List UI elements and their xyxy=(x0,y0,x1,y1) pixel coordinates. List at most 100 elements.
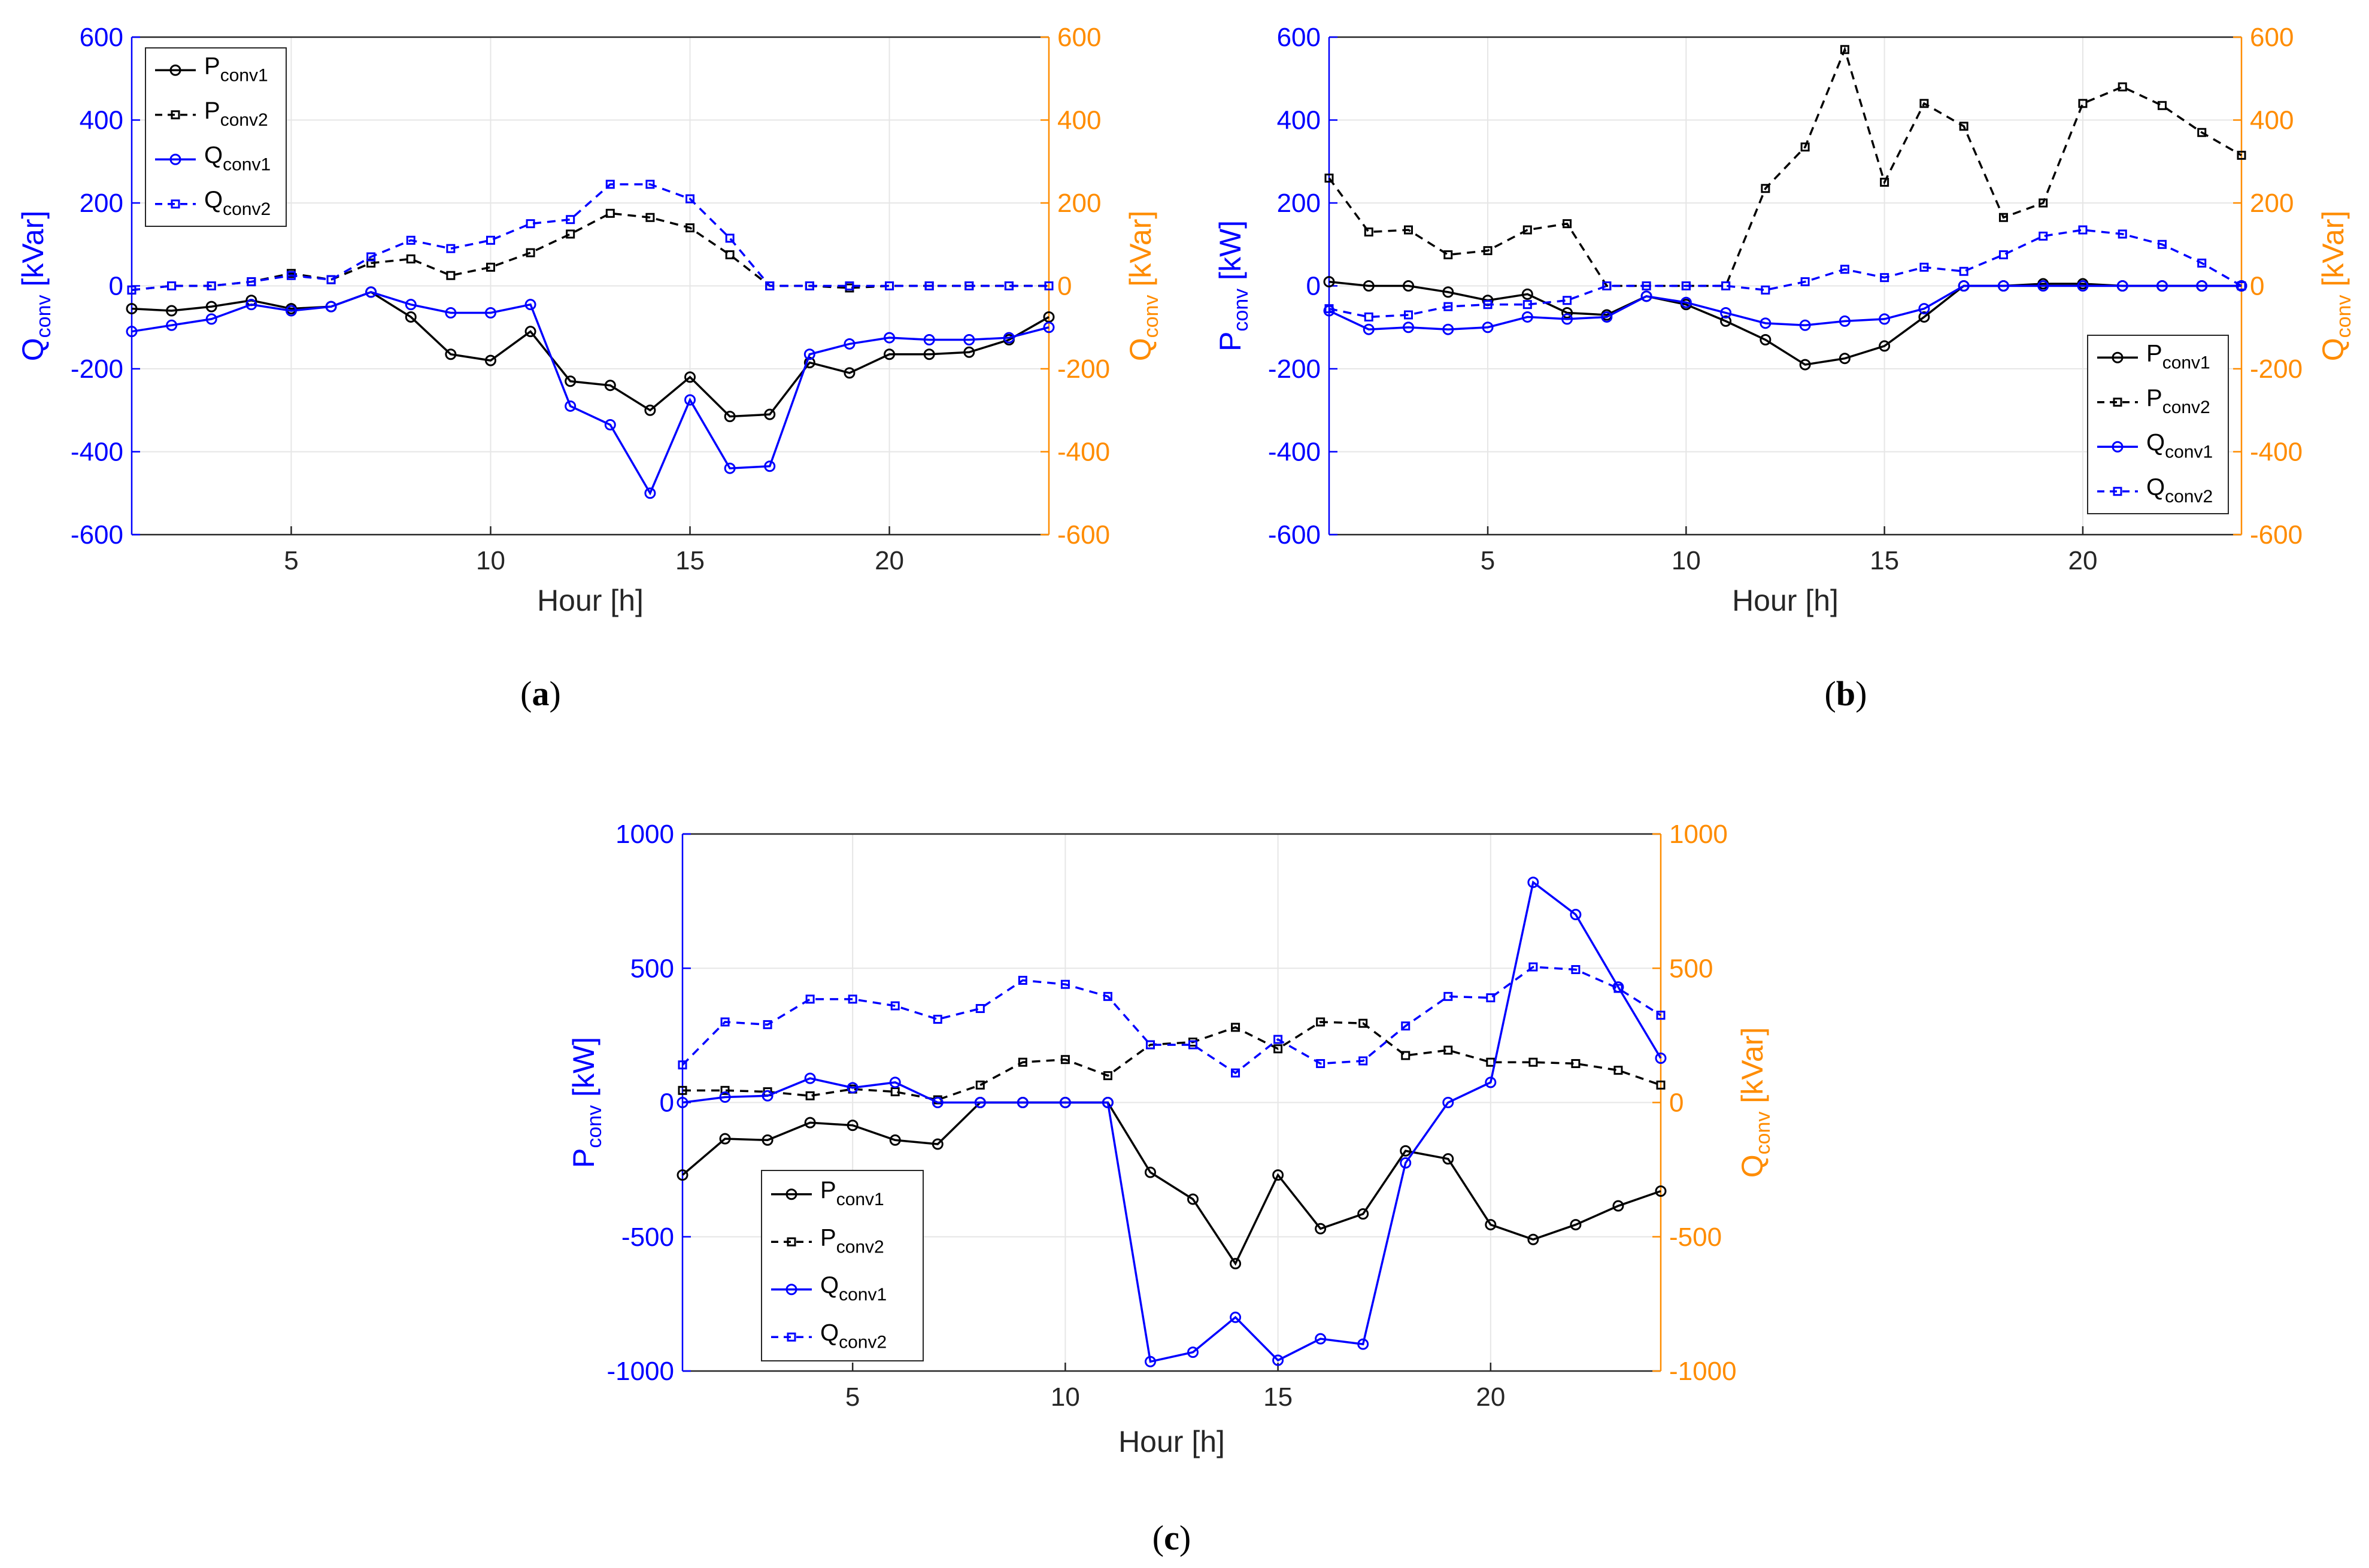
data-point xyxy=(1799,319,1811,331)
data-point xyxy=(2078,225,2088,235)
data-point xyxy=(1060,979,1070,989)
x-tick-label: 20 xyxy=(2068,546,2097,575)
data-point xyxy=(1401,1051,1411,1060)
data-point xyxy=(885,281,894,290)
data-point xyxy=(1187,1193,1199,1205)
data-point xyxy=(2156,280,2168,292)
data-point xyxy=(975,1004,985,1014)
data-point xyxy=(1482,322,1494,333)
data-point xyxy=(844,338,856,350)
right-y-tick-label: 1000 xyxy=(1669,820,1728,849)
data-point xyxy=(1760,317,1772,329)
data-point xyxy=(890,1001,900,1011)
data-point xyxy=(805,1091,815,1100)
data-point xyxy=(1528,962,1538,972)
data-point xyxy=(1404,310,1413,320)
data-point xyxy=(1315,1223,1327,1235)
data-point xyxy=(762,1090,774,1102)
data-point xyxy=(1561,307,1573,319)
data-point xyxy=(1485,1076,1497,1088)
x-tick-label: 5 xyxy=(845,1382,860,1412)
legend-marker-q2 xyxy=(787,1332,796,1342)
right-y-tick-label: -400 xyxy=(2250,438,2303,467)
data-point xyxy=(524,326,536,338)
data-point xyxy=(2077,280,2089,292)
data-point xyxy=(1998,213,2008,222)
data-point xyxy=(1602,281,1612,290)
left-y-tick-label: 1000 xyxy=(615,820,674,849)
data-point xyxy=(1364,312,1373,322)
right-y-axis-label: Qconv [kVar] xyxy=(2316,211,2355,362)
legend-marker-p2 xyxy=(171,110,180,120)
data-point xyxy=(1563,296,1572,305)
data-point xyxy=(1043,322,1055,333)
left-y-tick-label: -400 xyxy=(1268,438,1321,467)
data-point xyxy=(2196,280,2208,292)
data-point xyxy=(205,301,217,313)
data-point xyxy=(484,354,496,366)
legend: Pconv1 Pconv2 Qconv1 Qconv2 xyxy=(761,1170,924,1361)
data-point xyxy=(406,235,415,245)
legend-marker-q1 xyxy=(2112,441,2124,453)
x-axis-label: Hour [h] xyxy=(537,584,644,617)
data-point xyxy=(286,271,296,280)
data-point xyxy=(1315,1333,1327,1345)
data-point xyxy=(762,1134,774,1146)
data-point xyxy=(1919,99,1929,108)
data-point xyxy=(1799,359,1811,371)
data-point xyxy=(804,1072,816,1084)
legend-box xyxy=(761,1170,924,1361)
x-axis-label: Hour [h] xyxy=(1732,584,1839,617)
data-point xyxy=(1613,984,1623,993)
data-point xyxy=(2118,229,2127,239)
data-point xyxy=(126,303,138,315)
legend-label-q2: Qconv2 xyxy=(2146,474,2213,507)
data-point xyxy=(964,281,974,290)
left-y-tick-label: -500 xyxy=(621,1223,674,1252)
legend-box xyxy=(2087,335,2229,514)
data-point xyxy=(963,346,975,358)
data-point xyxy=(1879,313,1891,325)
legend-label-p2: Pconv2 xyxy=(820,1224,884,1257)
data-point xyxy=(446,244,456,253)
data-point xyxy=(1800,277,1810,287)
data-point xyxy=(1358,1018,1368,1028)
data-point xyxy=(1571,1059,1581,1068)
right-y-tick-label: 500 xyxy=(1669,954,1713,983)
data-point xyxy=(1570,1219,1582,1231)
panel-caption: (b) xyxy=(1825,674,1867,713)
data-point xyxy=(1187,1346,1199,1358)
data-point xyxy=(678,1060,687,1070)
left-y-tick-label: 200 xyxy=(80,189,123,218)
data-point xyxy=(932,1097,944,1108)
data-point xyxy=(1144,1355,1156,1367)
right-y-tick-label: -500 xyxy=(1669,1223,1722,1252)
data-point xyxy=(764,460,776,472)
data-point xyxy=(725,250,735,260)
data-point xyxy=(326,275,336,284)
left-y-tick-label: 400 xyxy=(80,106,123,135)
legend: Pconv1 Pconv2 Qconv1 Qconv2 xyxy=(2087,335,2229,514)
data-point xyxy=(719,1133,731,1145)
series-p2 xyxy=(678,1017,1666,1105)
data-point xyxy=(1442,1097,1454,1108)
x-tick-label: 15 xyxy=(1870,546,1899,575)
series-line-p2 xyxy=(1328,46,2242,287)
series-line-q1 xyxy=(682,880,1662,1363)
data-point xyxy=(207,281,216,290)
data-point xyxy=(2037,280,2049,292)
data-point xyxy=(803,348,815,360)
data-point xyxy=(1721,281,1731,290)
data-point xyxy=(1358,1056,1368,1066)
data-point xyxy=(884,332,896,344)
data-point xyxy=(763,1020,772,1029)
series-line-p1 xyxy=(131,290,1049,418)
legend-marker-p1 xyxy=(785,1188,797,1200)
data-point xyxy=(484,307,496,319)
data-point xyxy=(804,1117,816,1129)
data-point xyxy=(1998,250,2008,260)
data-point xyxy=(1144,1166,1156,1178)
data-point xyxy=(1613,1066,1623,1075)
data-point xyxy=(1324,304,1334,314)
data-point xyxy=(1642,281,1651,290)
